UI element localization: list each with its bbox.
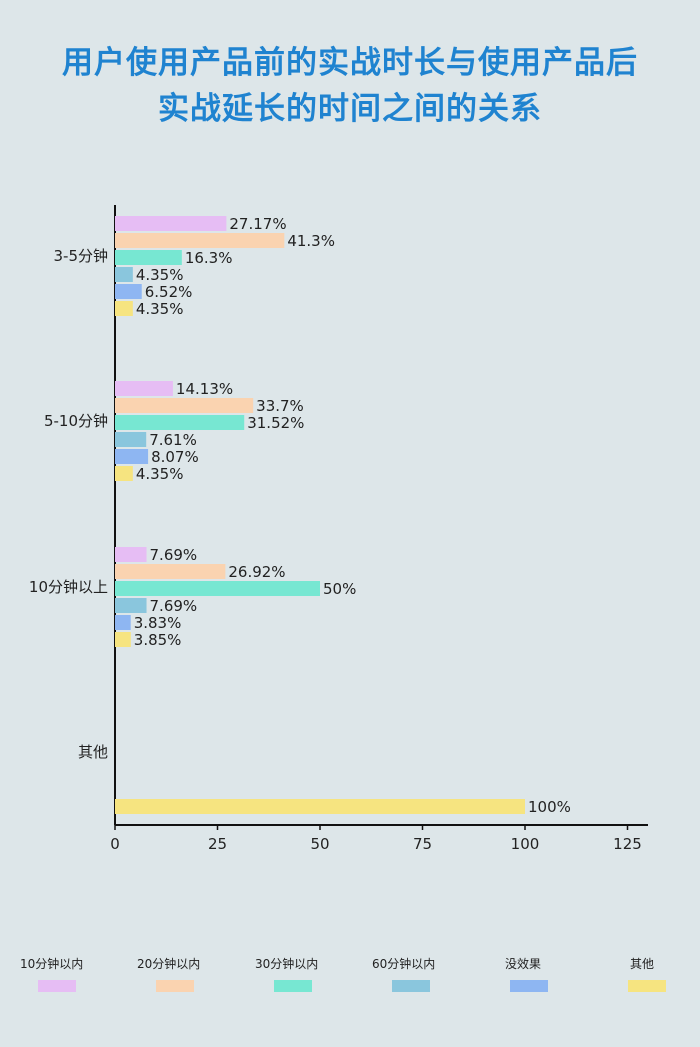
chart-title-line2: 实战延长的时间之间的关系 <box>158 91 542 127</box>
data-label: 6.52% <box>145 283 193 301</box>
bar <box>115 615 131 630</box>
data-label: 16.3% <box>185 249 233 267</box>
data-label: 4.35% <box>136 465 184 483</box>
legend-label: 20分钟以内 <box>137 957 201 971</box>
legend-item: 20分钟以内 <box>137 955 247 992</box>
legend-label: 没效果 <box>505 957 542 971</box>
category-label: 其他 <box>78 743 108 761</box>
legend-item: 没效果 <box>505 955 615 992</box>
data-label: 14.13% <box>176 380 233 398</box>
legend-label: 其他 <box>630 957 655 971</box>
category-label: 3-5分钟 <box>54 247 109 265</box>
bar <box>115 216 227 231</box>
bar <box>115 547 147 562</box>
data-label: 7.61% <box>149 431 197 449</box>
data-label: 33.7% <box>256 397 304 415</box>
data-label: 4.35% <box>136 300 184 318</box>
legend-item: 其他 <box>628 955 700 992</box>
bar <box>115 581 320 596</box>
x-tick-label: 125 <box>613 835 642 853</box>
bar <box>115 415 245 430</box>
data-label: 3.85% <box>134 631 182 649</box>
data-label: 100% <box>528 798 571 816</box>
data-label: 50% <box>323 580 356 598</box>
x-tick-label: 75 <box>413 835 432 853</box>
data-label: 31.52% <box>247 414 304 432</box>
bar <box>115 632 131 647</box>
bar <box>115 381 173 396</box>
bar <box>115 233 285 248</box>
data-label: 3.83% <box>134 614 182 632</box>
category-label: 5-10分钟 <box>44 412 108 430</box>
data-label: 27.17% <box>229 215 286 233</box>
legend-swatch <box>510 980 548 992</box>
chart-title-line1: 用户使用产品前的实战时长与使用产品后 <box>62 45 638 81</box>
legend-item: 30分钟以内 <box>255 955 365 992</box>
legend-swatch <box>392 980 430 992</box>
bar <box>115 799 525 814</box>
legend-item: 60分钟以内 <box>372 955 482 992</box>
data-label: 41.3% <box>287 232 335 250</box>
x-tick-label: 25 <box>208 835 227 853</box>
x-tick-label: 100 <box>511 835 540 853</box>
bar <box>115 449 149 464</box>
legend-label: 30分钟以内 <box>255 957 319 971</box>
chart-title: 用户使用产品前的实战时长与使用产品后 实战延长的时间之间的关系 <box>0 40 700 132</box>
bar <box>115 432 147 447</box>
bar <box>115 301 133 316</box>
bar <box>115 564 226 579</box>
x-tick-label: 0 <box>110 835 120 853</box>
x-tick-label: 50 <box>310 835 329 853</box>
data-label: 8.07% <box>151 448 199 466</box>
legend-label: 60分钟以内 <box>372 957 436 971</box>
chart-legend: 10分钟以内 20分钟以内 30分钟以内 60分钟以内 没效果 其他 <box>0 955 700 995</box>
legend-swatch <box>628 980 666 992</box>
data-label: 4.35% <box>136 266 184 284</box>
legend-swatch <box>274 980 312 992</box>
legend-label: 10分钟以内 <box>20 957 84 971</box>
legend-item: 10分钟以内 <box>20 955 130 992</box>
bar <box>115 284 142 299</box>
bar <box>115 250 182 265</box>
data-label: 7.69% <box>150 546 198 564</box>
legend-swatch <box>156 980 194 992</box>
bar <box>115 267 133 282</box>
bar <box>115 398 254 413</box>
data-label: 7.69% <box>150 597 198 615</box>
bar <box>115 598 147 613</box>
data-label: 26.92% <box>228 563 285 581</box>
category-label: 10分钟以上 <box>29 578 108 596</box>
bar <box>115 466 133 481</box>
legend-swatch <box>38 980 76 992</box>
